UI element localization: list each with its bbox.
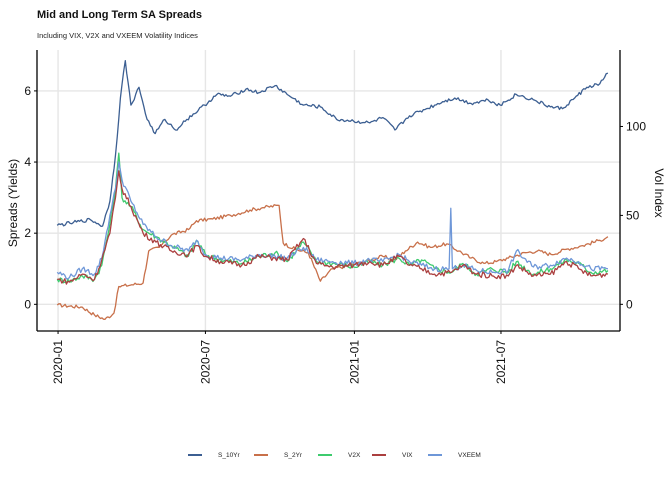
series-line-v2x (56, 152, 609, 284)
y2-tick-label: 100 (626, 119, 646, 133)
series-lines (56, 60, 609, 320)
legend-item-s-10yr: S_10Yr (188, 449, 240, 461)
legend-swatch (428, 454, 442, 456)
y-tick-label: 0 (24, 297, 31, 311)
x-tick-label: 2020-07 (198, 340, 212, 384)
y-axis-label: Spreads (Yields) (6, 159, 20, 247)
legend-label: VIX (402, 451, 413, 459)
legend-item-vix: VIX (372, 449, 412, 461)
series-line-s-10yr (56, 60, 609, 228)
chart-title: Mid and Long Term SA Spreads (37, 9, 203, 21)
x-tick-label: 2021-07 (494, 340, 508, 384)
legend-swatch (372, 454, 386, 456)
gridlines (37, 50, 620, 331)
legend-swatch (188, 454, 202, 456)
legend-item-s-2yr: S_2Yr (254, 449, 302, 461)
tick-labels: 2020-01 2020-07 2021-01 2021-07 0 2 4 6 0 50 100 (24, 84, 646, 384)
legend-label: S_10Yr (218, 451, 240, 459)
chart-subtitle: Including VIX, V2X and VXEEM Volatility … (37, 31, 198, 40)
y-tick-label: 4 (24, 155, 31, 169)
series-line-vix (57, 170, 609, 285)
legend-swatch (318, 454, 332, 456)
series-line-vxeem (56, 161, 609, 280)
legend: S_10Yr S_2Yr V2X VIX VXEEM (0, 449, 672, 461)
x-tick-label: 2020-01 (51, 340, 65, 384)
y2-tick-label: 50 (626, 208, 640, 222)
legend-label: S_2Yr (284, 451, 303, 459)
y-tick-label: 2 (24, 226, 31, 240)
legend-swatch (254, 454, 268, 456)
axes (34, 50, 623, 334)
legend-item-v2x: V2X (318, 449, 360, 461)
legend-label: V2X (348, 451, 361, 459)
legend-item-vxeem: VXEEM (428, 449, 481, 461)
legend-label: VXEEM (458, 451, 481, 459)
y2-tick-label: 0 (626, 297, 633, 311)
y-tick-label: 6 (24, 84, 31, 98)
y2-axis-label: Vol Index (652, 168, 666, 217)
x-tick-label: 2021-01 (347, 340, 361, 384)
